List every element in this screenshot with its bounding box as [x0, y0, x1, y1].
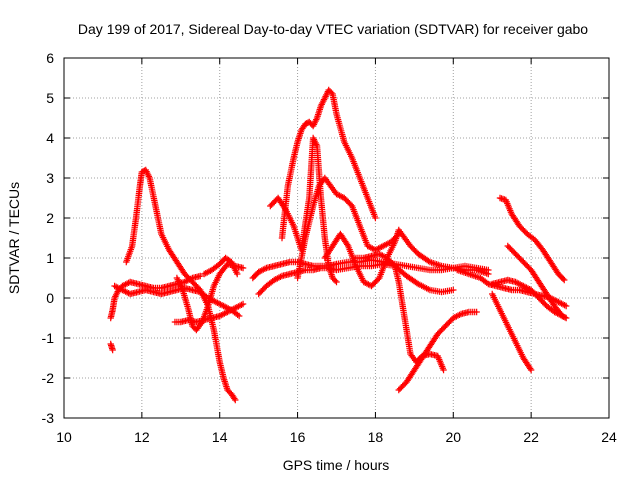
- y-tick-label: -2: [42, 370, 55, 386]
- x-tick-label: 18: [368, 429, 384, 445]
- series-pass-L: [294, 174, 402, 282]
- y-tick-label: 4: [46, 130, 54, 146]
- data-point: [333, 278, 340, 286]
- series-pass-P: [453, 266, 570, 310]
- data-point: [234, 270, 241, 278]
- data-point: [109, 346, 116, 354]
- data-points: [107, 86, 570, 404]
- data-point: [561, 314, 569, 321]
- data-point: [559, 275, 567, 282]
- y-tick-label: -3: [42, 410, 55, 426]
- series-pass-T: [489, 290, 535, 374]
- data-point: [526, 365, 534, 372]
- x-axis-label: GPS time / hours: [283, 457, 390, 473]
- y-tick-label: 0: [46, 290, 54, 306]
- data-point: [239, 264, 247, 272]
- x-tick-label: 14: [212, 429, 228, 445]
- data-point: [562, 302, 570, 310]
- x-tick-label: 22: [523, 429, 539, 445]
- data-point: [197, 272, 204, 280]
- data-point: [450, 286, 457, 294]
- x-tick-label: 16: [290, 429, 306, 445]
- data-point: [332, 277, 339, 284]
- y-axis-label: SDTVAR / TECUs: [6, 182, 22, 294]
- x-tick-label: 10: [56, 429, 72, 445]
- data-point: [231, 395, 238, 402]
- series-pass-B: [107, 272, 204, 322]
- data-point: [561, 276, 568, 284]
- chart-title: Day 199 of 2017, Sidereal Day-to-day VTE…: [78, 21, 588, 37]
- x-tick-label: 12: [134, 429, 150, 445]
- series-pass-A: [123, 166, 239, 404]
- data-point: [527, 366, 535, 374]
- series-pass-M: [321, 226, 492, 290]
- data-point: [235, 312, 243, 320]
- series-pass-D: [107, 340, 116, 354]
- series-pass-K: [267, 134, 340, 286]
- data-point: [440, 366, 447, 374]
- y-tick-label: 2: [46, 210, 54, 226]
- series-pass-E: [171, 300, 247, 326]
- x-tick-label: 24: [601, 429, 617, 445]
- y-tick-label: -1: [42, 330, 55, 346]
- plot-frame: [63, 57, 610, 419]
- data-point: [562, 314, 570, 322]
- series-pass-O: [395, 308, 480, 394]
- data-point: [281, 205, 289, 212]
- series-pass-S: [504, 242, 570, 322]
- series-pass-F: [173, 260, 247, 334]
- data-point: [344, 241, 351, 248]
- data-point: [485, 270, 492, 278]
- data-point: [473, 308, 480, 316]
- y-tick-label: 6: [46, 50, 54, 66]
- y-tick-label: 3: [46, 170, 54, 186]
- data-point: [239, 300, 247, 308]
- series-pass-R: [496, 194, 568, 284]
- y-tick-label: 1: [46, 250, 54, 266]
- data-point: [232, 396, 239, 404]
- series-pass-G: [200, 254, 241, 278]
- series-pass-N: [352, 250, 447, 374]
- data-point: [372, 214, 379, 222]
- x-tick-label: 20: [445, 429, 461, 445]
- y-tick-label: 5: [46, 90, 54, 106]
